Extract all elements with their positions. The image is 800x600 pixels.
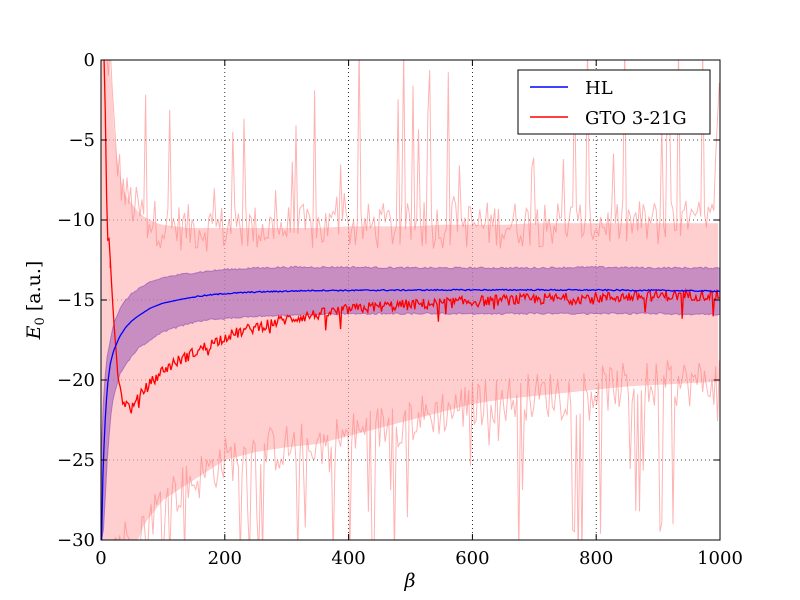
gto-envelope-upper — [106, 60, 720, 252]
x-tick-label: 800 — [579, 548, 613, 569]
legend-box — [517, 69, 711, 135]
x-tick-label: 400 — [331, 548, 365, 569]
x-tick-label: 1000 — [697, 548, 743, 569]
legend: HL GTO 3-21G — [517, 69, 711, 135]
x-axis-title: β — [404, 570, 416, 592]
y-tick-label: 0 — [84, 50, 95, 71]
x-tick-label: 200 — [208, 548, 242, 569]
y-tick-label: −30 — [57, 530, 95, 551]
y-tick-label: −5 — [68, 130, 95, 151]
y-tick-label: −15 — [57, 290, 95, 311]
plot-area — [101, 60, 720, 540]
y-tick-label: −20 — [57, 370, 95, 391]
legend-label-hl: HL — [585, 78, 613, 99]
y-axis-title: E0 [a.u.] — [23, 261, 48, 341]
y-axis-title-sub: 0 — [33, 317, 48, 325]
y-axis-title-unit: [a.u.] — [23, 261, 45, 318]
y-axis-title-main: E — [23, 325, 45, 340]
y-tick-label: −25 — [57, 450, 95, 471]
y-tick-label: −10 — [57, 210, 95, 231]
x-tick-label: 600 — [455, 548, 489, 569]
x-tick-label: 0 — [95, 548, 106, 569]
gto-mean-line — [103, 60, 720, 414]
axis-ticks: 0 200 400 600 800 1000 0 −5 −10 −15 −20 −25 −30 — [57, 50, 743, 569]
hl-mean-line — [101, 288, 720, 540]
legend-label-gto: GTO 3-21G — [585, 108, 687, 129]
gto-envelope-lower — [112, 360, 720, 540]
